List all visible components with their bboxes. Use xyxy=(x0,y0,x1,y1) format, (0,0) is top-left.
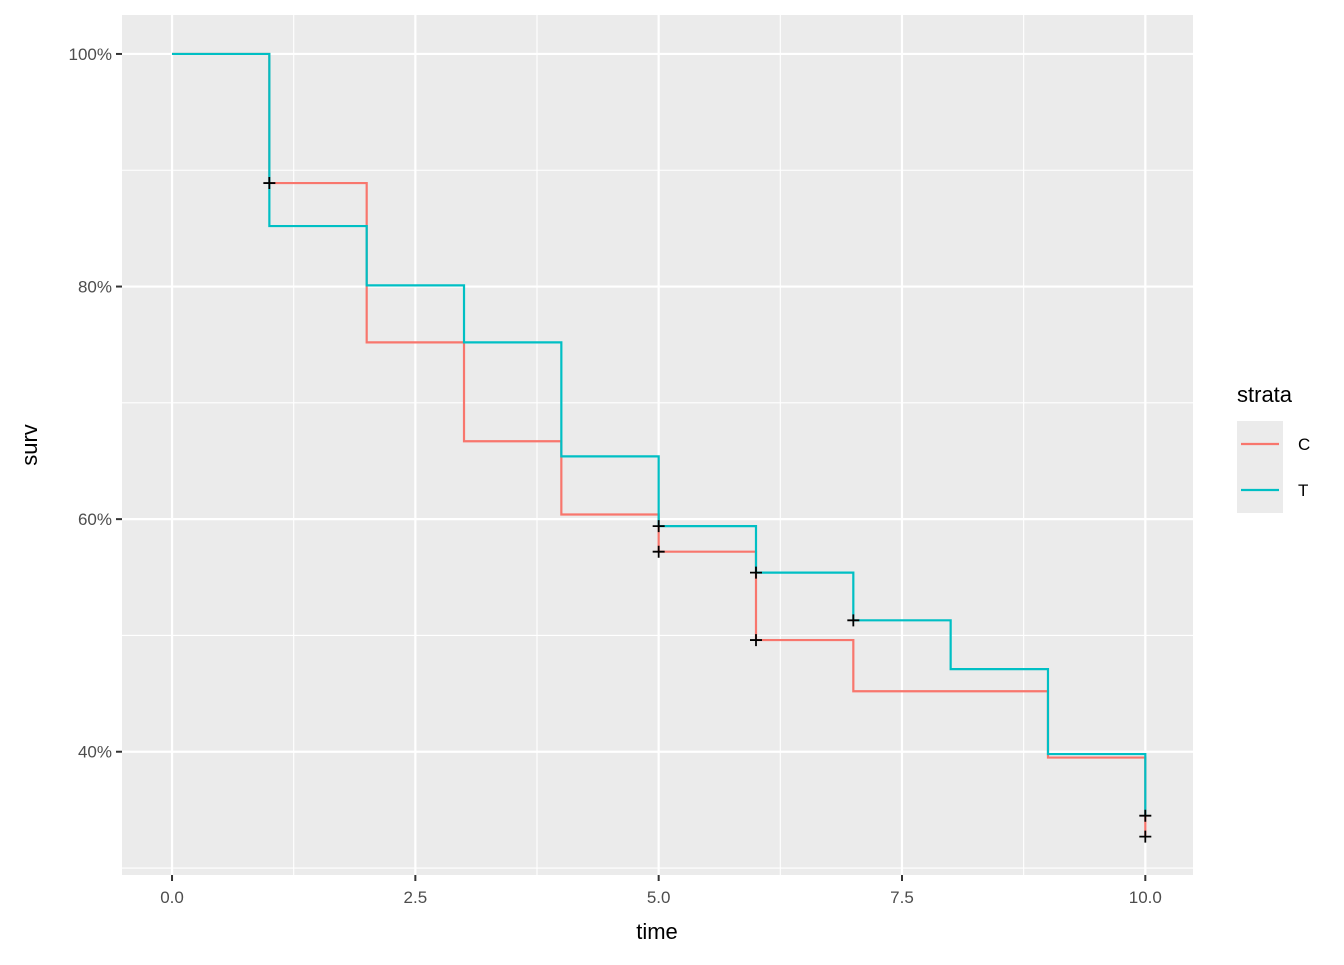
x-tick-label: 7.5 xyxy=(890,888,914,907)
y-tick-label: 100% xyxy=(69,45,112,64)
y-axis-title: surv xyxy=(17,424,42,466)
censor-mark-C xyxy=(263,177,276,190)
censor-mark-C xyxy=(1139,830,1152,843)
censor-mark-T xyxy=(652,520,665,533)
x-axis-title: time xyxy=(636,919,678,944)
plot-panel xyxy=(122,15,1193,875)
censor-mark-C xyxy=(749,634,762,647)
x-tick-label: 5.0 xyxy=(647,888,671,907)
legend-label-T: T xyxy=(1298,481,1308,500)
x-tick-label: 2.5 xyxy=(404,888,428,907)
series-layer xyxy=(172,52,1152,843)
censor-mark-C xyxy=(652,545,665,558)
axis-ticks: 0.0 2.5 5.0 7.5 10.0 40% 60% 80% 100% xyxy=(69,45,1162,907)
y-tick-label: 80% xyxy=(78,278,112,297)
legend: strata C T xyxy=(1237,382,1310,513)
y-tick-label: 60% xyxy=(78,510,112,529)
censor-mark-T xyxy=(847,614,860,627)
y-tick-label: 40% xyxy=(78,743,112,762)
x-tick-label: 0.0 xyxy=(160,888,184,907)
gridlines xyxy=(122,15,1193,875)
censor-mark-T xyxy=(1139,809,1152,822)
legend-title: strata xyxy=(1237,382,1293,407)
legend-label-C: C xyxy=(1298,435,1310,454)
x-tick-label: 10.0 xyxy=(1129,888,1162,907)
censor-mark-T xyxy=(749,566,762,579)
